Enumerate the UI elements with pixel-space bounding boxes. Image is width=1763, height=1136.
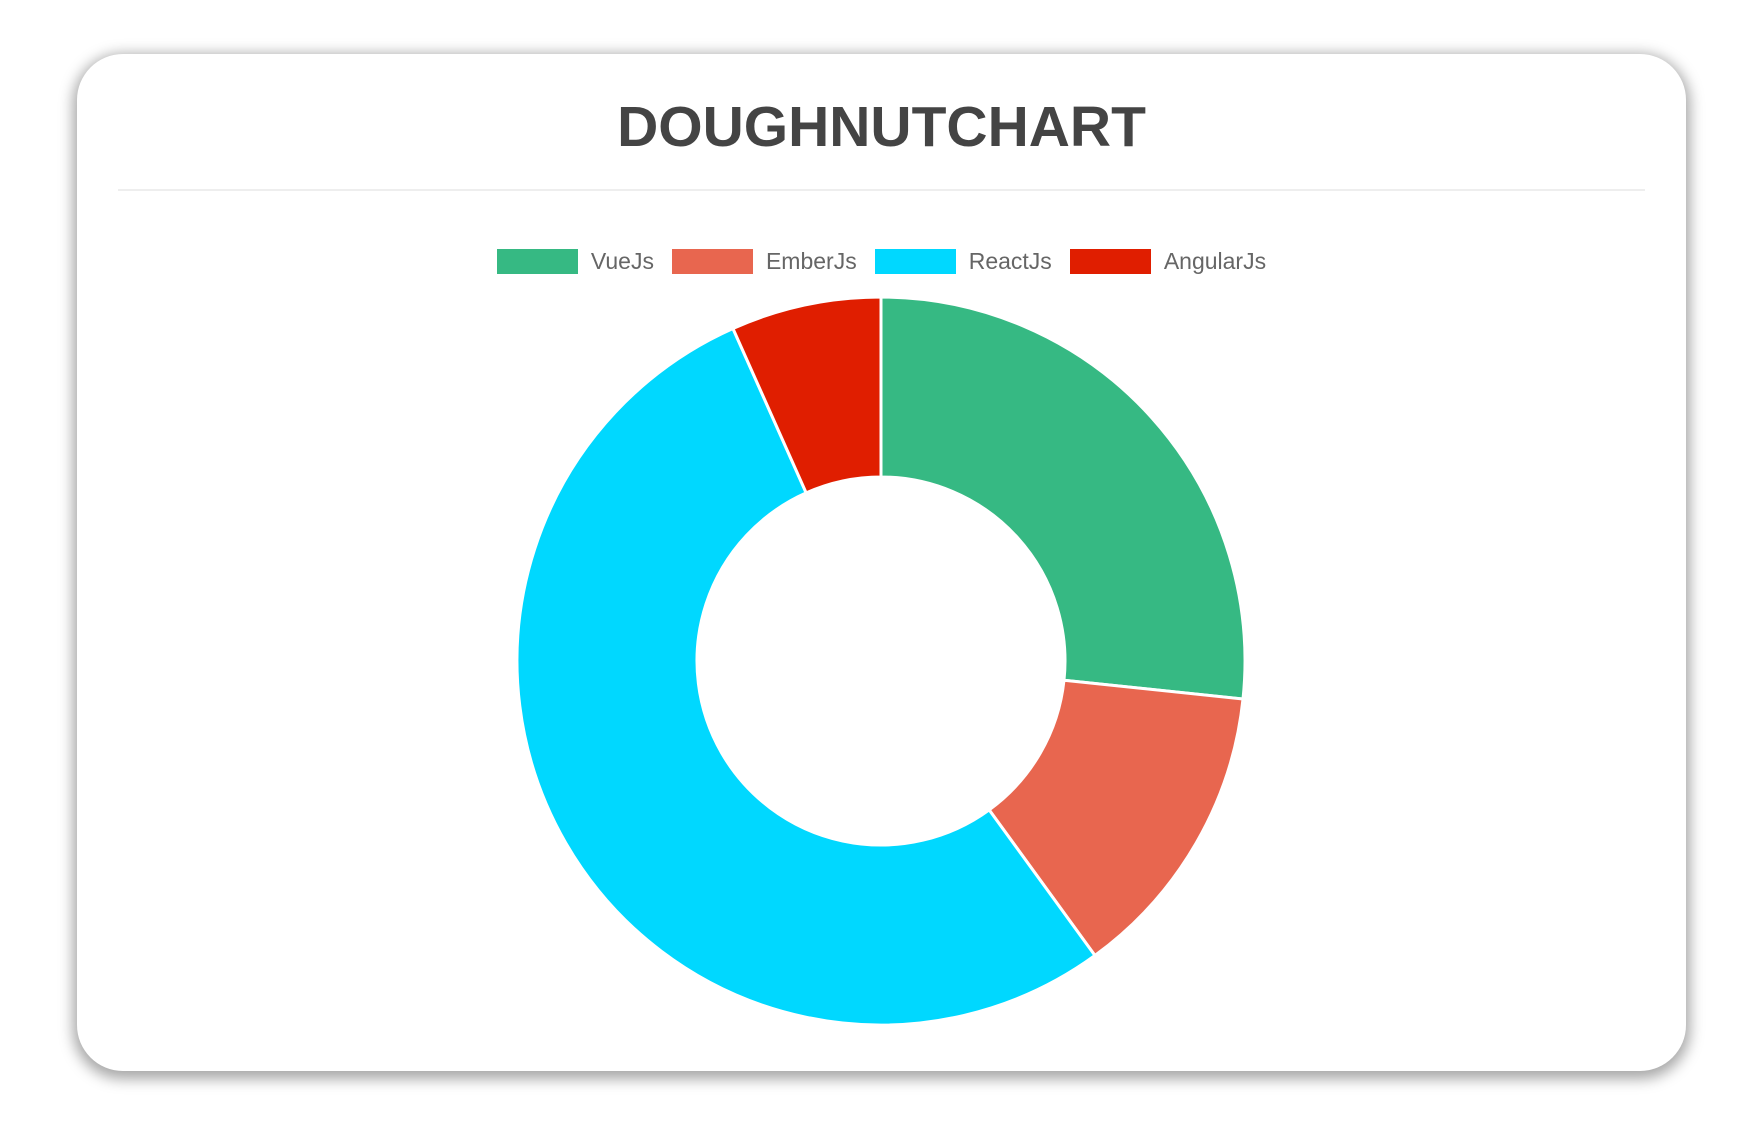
donut-slice-emberjs[interactable] (987, 678, 1245, 958)
legend-item-emberjs[interactable]: EmberJs (671, 248, 857, 275)
legend-label: ReactJs (968, 248, 1052, 274)
donut-slice-reactjs[interactable] (515, 326, 1098, 1027)
legend-label: AngularJs (1163, 248, 1267, 274)
legend-swatch (874, 249, 956, 274)
legend-swatch (671, 249, 753, 274)
legend-item-reactjs[interactable]: ReactJs (874, 248, 1052, 275)
legend-item-angularjs[interactable]: AngularJs (1069, 248, 1267, 275)
donut-slice-vuejs[interactable] (879, 295, 1247, 701)
legend-label: VueJs (590, 248, 654, 274)
legend-swatch (1069, 249, 1151, 274)
legend-label: EmberJs (765, 248, 857, 274)
legend-item-vuejs[interactable]: VueJs (496, 248, 654, 275)
divider (118, 189, 1645, 191)
donut-slice-angularjs[interactable] (730, 295, 883, 495)
legend: VueJs EmberJs ReactJs AngularJs (77, 248, 1686, 275)
legend-swatch (496, 249, 578, 274)
chart-title: DOUGHNUTCHART (617, 95, 1146, 159)
